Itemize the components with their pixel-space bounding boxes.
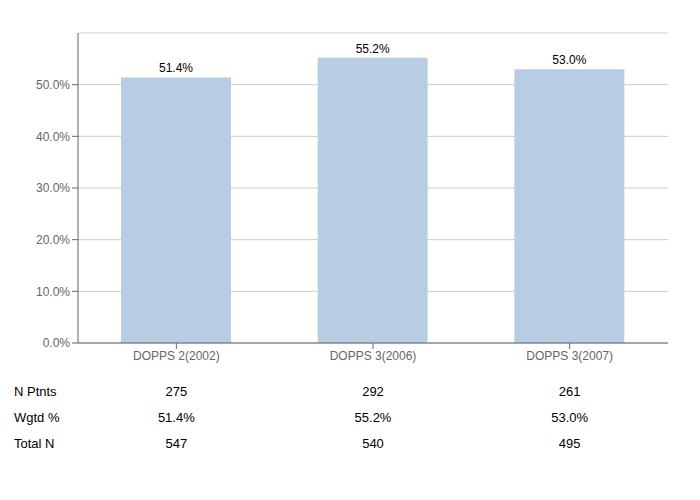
svg-text:50.0%: 50.0% — [36, 78, 70, 92]
svg-text:55.2%: 55.2% — [356, 42, 390, 56]
svg-text:DOPPS 3(2007): DOPPS 3(2007) — [526, 349, 613, 363]
svg-text:0.0%: 0.0% — [43, 336, 71, 350]
svg-text:20.0%: 20.0% — [36, 233, 70, 247]
html-text:275: 275 — [165, 383, 188, 399]
svg-text:51.4%: 51.4% — [159, 61, 193, 75]
svg-text:53.0%: 53.0% — [552, 53, 586, 67]
html-text:261: 261 — [558, 383, 581, 399]
svg-text:DOPPS 2(2002): DOPPS 2(2002) — [133, 349, 220, 363]
html-text:N Ptnts: N Ptnts — [14, 383, 57, 399]
html-text:540: 540 — [362, 435, 384, 451]
svg-text:DOPPS 3(2006): DOPPS 3(2006) — [330, 349, 417, 363]
html-text:547: 547 — [165, 435, 188, 451]
html-text:292: 292 — [362, 383, 384, 399]
svg-text:10.0%: 10.0% — [36, 285, 70, 299]
html-text:53.0%: 53.0% — [551, 409, 589, 425]
svg-text:40.0%: 40.0% — [36, 130, 70, 144]
html-text:495: 495 — [558, 435, 581, 451]
html-text:51.4%: 51.4% — [157, 409, 195, 425]
html-text:Total N: Total N — [14, 435, 55, 451]
svg-text:30.0%: 30.0% — [36, 181, 70, 195]
html-text:Wgtd %: Wgtd % — [14, 409, 60, 425]
html-text:55.2%: 55.2% — [354, 409, 392, 425]
